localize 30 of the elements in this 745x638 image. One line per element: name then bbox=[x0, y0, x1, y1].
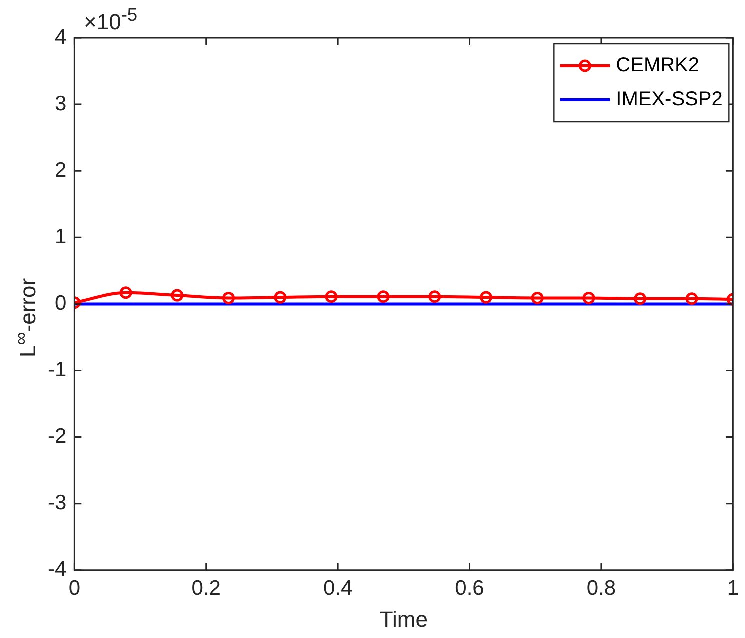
point bbox=[222, 292, 236, 304]
y-tick-label: 4 bbox=[54, 26, 67, 49]
y-tick-label: 0 bbox=[54, 292, 67, 315]
x-tick-label: 0.8 bbox=[586, 576, 616, 600]
point bbox=[531, 292, 544, 304]
point bbox=[428, 290, 442, 304]
legend-label: CEMRK2 bbox=[616, 54, 700, 77]
point bbox=[686, 292, 698, 306]
point bbox=[480, 291, 492, 304]
point bbox=[274, 291, 287, 304]
x-tick-label: 0.4 bbox=[323, 576, 353, 600]
legend-label: IMEX-SSP2 bbox=[616, 88, 723, 111]
y-tick-label: -2 bbox=[48, 425, 67, 448]
point bbox=[325, 290, 338, 304]
x-axis-title: Time bbox=[380, 606, 428, 632]
text: ×10$^{-5}$ bbox=[84, 4, 138, 36]
y-tick-label: 2 bbox=[54, 158, 67, 182]
y-tick-label: -4 bbox=[48, 558, 67, 582]
point bbox=[171, 289, 184, 302]
y-tick-label: 3 bbox=[54, 92, 67, 116]
point bbox=[582, 292, 596, 304]
y-tick-label: -3 bbox=[48, 492, 67, 515]
x-tick-label: 1 bbox=[727, 576, 740, 600]
y-tick-label: 1 bbox=[54, 225, 67, 248]
point bbox=[377, 290, 390, 304]
x-tick-label: 0.2 bbox=[192, 576, 221, 600]
x-tick-label: 0.6 bbox=[455, 576, 484, 600]
point bbox=[634, 292, 647, 306]
y-tick-label: -1 bbox=[48, 358, 67, 382]
point bbox=[120, 286, 132, 300]
